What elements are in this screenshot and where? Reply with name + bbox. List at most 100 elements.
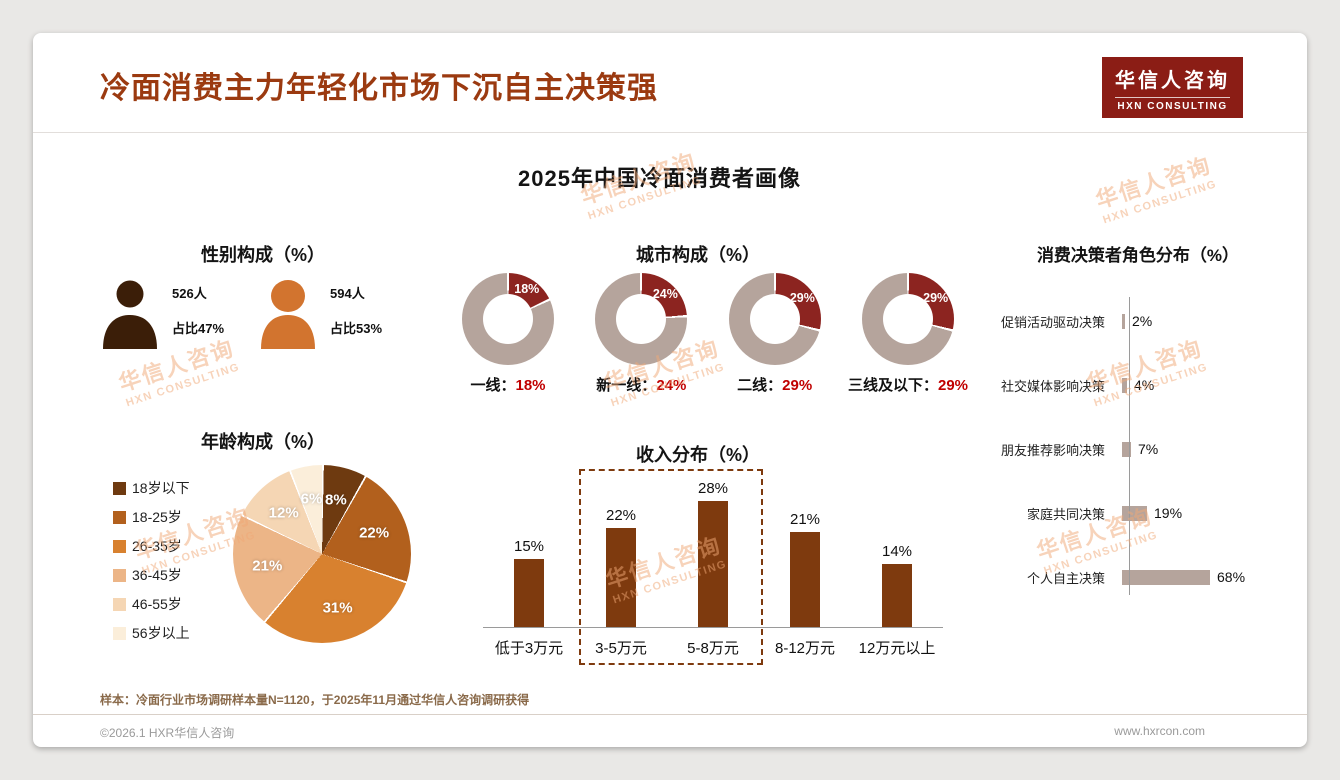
logo-name-en: HXN CONSULTING (1115, 97, 1230, 112)
income-axis-line (483, 627, 943, 628)
company-logo: 华信人咨询 HXN CONSULTING (1102, 57, 1243, 118)
income-bar-chart: 15% 低于3万元 22% 3-5万元 28% 5-8万元 21% 8-12万元… (483, 463, 943, 673)
income-bar-value: 21% (789, 511, 821, 528)
copyright-text: ©2026.1 HXR华信人咨询 (100, 726, 235, 740)
decision-value: 4% (1134, 377, 1155, 393)
decision-bar (1122, 569, 1210, 585)
income-bar-slot: 28% 5-8万元 (667, 463, 759, 673)
decision-section-title: 消费决策者角色分布（%） (1036, 246, 1240, 265)
income-highlight-box (579, 469, 763, 665)
legend-item: 46-55岁 (113, 594, 190, 614)
income-bar-slot: 14% 12万元以上 (851, 463, 943, 673)
legend-item: 18岁以下 (113, 478, 190, 498)
decision-axis-line (1129, 297, 1130, 595)
donut-value: 29% (782, 377, 813, 394)
legend-item: 36-45岁 (113, 565, 190, 585)
city-donut-charts: 18% 一线：18% 24% 新一线：24% 29% 二线：29% 29% 三线… (448, 273, 968, 395)
legend-swatch (113, 568, 126, 582)
decision-label: 促销活动驱动决策 (1000, 314, 1105, 330)
decision-value: 68% (1217, 569, 1246, 585)
donut-caption: 新一线：24% (596, 374, 686, 395)
age-pie-chart: 8% 22% 31% 21% 12% 6% (233, 465, 411, 643)
decision-label: 家庭共同决策 (1026, 506, 1105, 522)
gender-stats: 526人 占比47% (172, 277, 224, 337)
gender-share: 占比53% (330, 321, 383, 336)
pie-slice-label: 22% (359, 524, 390, 542)
gender-section-title: 性别构成（%） (200, 245, 325, 265)
legend-label: 18-25岁 (132, 509, 182, 525)
donut-cell: 18% 一线：18% (448, 273, 568, 395)
income-bar (882, 564, 912, 627)
decision-label: 朋友推荐影响决策 (1000, 442, 1105, 458)
legend-label: 56岁以上 (132, 625, 190, 641)
donut-label: 三线及以下： (847, 377, 938, 394)
donut-cell: 29% 二线：29% (715, 273, 835, 395)
pie-slice-label: 6% (300, 490, 323, 508)
decision-bar-chart: 促销活动驱动决策 2% 社交媒体影响决策 4% 朋友推荐影响决策 7% 家庭共同… (993, 283, 1303, 613)
donut-caption: 二线：29% (737, 374, 812, 395)
donut-percent: 29% (789, 290, 815, 305)
decision-row: 促销活动驱动决策 2% (993, 289, 1303, 353)
gender-count: 526人 (172, 286, 207, 301)
female-item: 594人 占比53% (256, 277, 382, 349)
website-url: www.hxrcon.com (1114, 724, 1205, 738)
income-bar-category: 低于3万元 (494, 640, 564, 657)
footer-divider (33, 714, 1307, 715)
gender-chart: 526人 占比47% 594人 占比53% (98, 277, 382, 349)
legend-label: 18岁以下 (132, 480, 190, 496)
logo-name-cn: 华信人咨询 (1115, 70, 1230, 92)
gender-count: 594人 (330, 286, 365, 301)
decision-bar (1122, 313, 1125, 329)
pie-slice-label: 31% (322, 599, 353, 617)
decision-value: 7% (1138, 441, 1159, 457)
income-bar-slot: 22% 3-5万元 (575, 463, 667, 673)
pie-slice-label: 21% (252, 557, 283, 575)
decision-bar (1122, 441, 1131, 457)
pie-slice-label: 8% (325, 491, 347, 509)
main-chart-title: 2025年中国冷面消费者画像 (518, 166, 801, 191)
decision-rows: 促销活动驱动决策 2% 社交媒体影响决策 4% 朋友推荐影响决策 7% 家庭共同… (993, 289, 1303, 609)
decision-row: 家庭共同决策 19% (993, 481, 1303, 545)
decision-row: 个人自主决策 68% (993, 545, 1303, 609)
donut-percent: 24% (652, 286, 678, 301)
decision-value: 19% (1154, 505, 1183, 521)
income-bar-slot: 15% 低于3万元 (483, 463, 575, 673)
donut-ring: 18% (462, 273, 554, 365)
income-bar-value: 28% (697, 480, 729, 497)
donut-value: 24% (656, 377, 687, 394)
donut-ring: 24% (595, 273, 688, 365)
income-bar-category: 12万元以上 (858, 640, 936, 657)
income-bar-category: 8-12万元 (774, 640, 836, 657)
age-section-title: 年龄构成（%） (200, 432, 325, 452)
city-section-title: 城市构成（%） (635, 245, 760, 265)
income-bar-category: 5-8万元 (687, 640, 739, 657)
sample-note: 样本：冷面行业市场调研样本量N=1120，于2025年11月通过华信人咨询调研获… (100, 693, 530, 707)
legend-swatch (113, 510, 126, 524)
decision-row: 朋友推荐影响决策 7% (993, 417, 1303, 481)
income-bar (790, 532, 820, 627)
donut-label: 一线： (470, 377, 516, 394)
donut-cell: 29% 三线及以下：29% (848, 273, 968, 395)
legend-label: 26-35岁 (132, 538, 182, 554)
decision-row: 社交媒体影响决策 4% (993, 353, 1303, 417)
donut-ring: 29% (728, 273, 821, 365)
page-title: 冷面消费主力年轻化市场下沉自主决策强 (100, 72, 658, 105)
gender-share: 占比47% (172, 321, 225, 336)
header-divider (33, 132, 1307, 133)
income-bars: 15% 低于3万元 22% 3-5万元 28% 5-8万元 21% 8-12万元… (483, 463, 943, 673)
pie-slice-label: 12% (268, 504, 299, 522)
donut-caption: 一线：18% (470, 374, 545, 395)
income-section-title: 收入分布（%） (635, 445, 760, 465)
decision-label: 个人自主决策 (1026, 570, 1105, 586)
male-icon (103, 280, 157, 349)
legend-swatch (113, 539, 126, 553)
income-bar-value: 15% (513, 538, 545, 555)
legend-swatch (113, 481, 126, 495)
donut-value: 29% (937, 377, 969, 394)
legend-item: 18-25岁 (113, 507, 190, 527)
income-bar (698, 501, 728, 627)
donut-cell: 24% 新一线：24% (581, 273, 701, 395)
legend-item: 56岁以上 (113, 623, 190, 643)
female-icon (261, 280, 316, 349)
donut-percent: 29% (923, 290, 949, 305)
